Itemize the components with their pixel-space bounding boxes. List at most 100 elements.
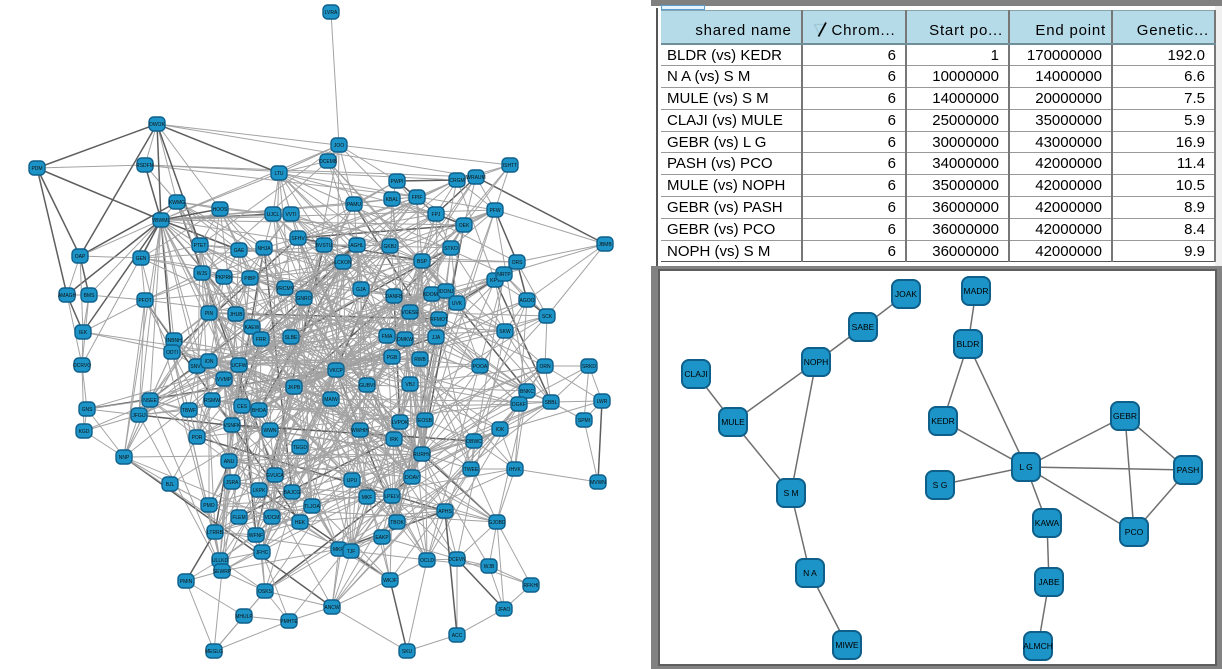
svg-text:OBWC: OBWC	[466, 439, 482, 445]
svg-text:EAKP: EAKP	[375, 535, 389, 541]
svg-text:GKBJ: GKBJ	[383, 244, 397, 250]
svg-text:UPU: UPU	[347, 478, 358, 484]
svg-text:MEGLG: MEGLG	[205, 649, 223, 655]
svg-text:UVK: UVK	[452, 301, 463, 307]
svg-text:BMS: BMS	[84, 293, 96, 299]
svg-text:TLJOA: TLJOA	[304, 504, 320, 510]
svg-text:SABE: SABE	[852, 322, 875, 332]
svg-text:NSEE: NSEE	[143, 398, 157, 404]
svg-text:RSDFM: RSDFM	[136, 163, 154, 169]
svg-text:WJS: WJS	[197, 271, 208, 277]
svg-text:AGHL: AGHL	[350, 243, 364, 249]
svg-text:RURHV: RURHV	[413, 452, 431, 458]
svg-text:PMIN: PMIN	[180, 579, 193, 585]
svg-text:KBAL: KBAL	[386, 197, 399, 203]
svg-text:RFKHI: RFKHI	[524, 583, 539, 589]
svg-text:VVTI: VVTI	[285, 212, 296, 218]
svg-text:SNVT: SNVT	[190, 364, 203, 370]
svg-text:WRAUM: WRAUM	[466, 175, 485, 181]
svg-text:GVUCA: GVUCA	[266, 473, 284, 479]
svg-text:PCO: PCO	[1125, 527, 1144, 537]
svg-text:SBBL: SBBL	[545, 400, 558, 406]
svg-text:DWOK: DWOK	[149, 122, 165, 128]
svg-text:WWHIH: WWHIH	[351, 428, 369, 434]
svg-text:OCEMB: OCEMB	[319, 159, 338, 165]
svg-text:JBMB: JBMB	[598, 242, 612, 248]
svg-text:BVSTU: BVSTU	[316, 243, 333, 249]
svg-text:BNKC: BNKC	[520, 389, 534, 395]
svg-text:NHJA: NHJA	[257, 246, 271, 252]
svg-text:DOAV: DOAV	[405, 475, 419, 481]
svg-text:JFHC: JFHC	[256, 550, 269, 556]
svg-text:BHOA: BHOA	[252, 408, 267, 414]
svg-text:BSP: BSP	[417, 259, 428, 265]
svg-text:WFNF: WFNF	[249, 533, 263, 539]
svg-text:JFAO: JFAO	[498, 607, 511, 613]
svg-text:FMA: FMA	[382, 334, 393, 340]
svg-text:RSMW: RSMW	[204, 398, 220, 404]
svg-text:FPIF: FPIF	[412, 195, 423, 201]
svg-text:DANFB: DANFB	[386, 294, 404, 300]
svg-text:MULE: MULE	[721, 417, 745, 427]
svg-text:RWB: RWB	[414, 357, 426, 363]
svg-text:LVRA: LVRA	[325, 10, 338, 16]
svg-text:ODTI: ODTI	[166, 350, 178, 356]
svg-text:LVPOK: LVPOK	[392, 420, 409, 426]
svg-text:JSRA: JSRA	[226, 480, 239, 486]
svg-text:CES: CES	[237, 404, 248, 410]
svg-text:BLDR: BLDR	[957, 339, 980, 349]
svg-text:FRR: FRR	[256, 337, 267, 343]
svg-text:SKU: SKU	[402, 649, 413, 655]
svg-text:LKPK: LKPK	[253, 488, 266, 494]
svg-text:WJB: WJB	[484, 564, 495, 570]
svg-text:TJF: TJF	[347, 549, 356, 555]
svg-text:KDOMB: KDOMB	[423, 292, 442, 298]
svg-text:PIBP: PIBP	[244, 276, 256, 282]
svg-text:ION: ION	[205, 359, 214, 365]
svg-text:DGKF: DGKF	[512, 402, 526, 408]
svg-text:JOO: JOO	[334, 143, 344, 149]
svg-text:UCFW: UCFW	[232, 363, 247, 369]
svg-text:KPT: KPT	[490, 278, 500, 284]
svg-text:DCEVN: DCEVN	[448, 557, 466, 563]
svg-text:GNRO: GNRO	[297, 296, 312, 302]
svg-text:VSNFK: VSNFK	[224, 423, 241, 429]
svg-text:STKO: STKO	[444, 246, 458, 252]
svg-text:GJOBD: GJOBD	[488, 520, 506, 526]
svg-text:GAE: GAE	[234, 248, 245, 254]
svg-text:OCLD: OCLD	[420, 558, 434, 564]
svg-text:NNP: NNP	[119, 455, 130, 461]
svg-text:TWEE: TWEE	[464, 467, 479, 473]
svg-text:NRTP: NRTP	[497, 272, 511, 278]
svg-text:NOPH: NOPH	[804, 357, 829, 367]
svg-text:PKPRK: PKPRK	[216, 275, 234, 281]
svg-text:S M: S M	[783, 488, 798, 498]
svg-text:CRGM: CRGM	[449, 178, 464, 184]
svg-text:PASH: PASH	[1177, 465, 1200, 475]
svg-text:JFGIJ: JFGIJ	[132, 413, 146, 419]
svg-text:JJA: JJA	[432, 335, 441, 341]
svg-text:IEK: IEK	[79, 330, 88, 336]
svg-text:EOSB: EOSB	[418, 418, 433, 424]
svg-text:HEK: HEK	[295, 520, 306, 526]
svg-text:RFMOT: RFMOT	[430, 317, 448, 323]
svg-text:PTET: PTET	[194, 243, 207, 249]
svg-text:JABE: JABE	[1038, 577, 1060, 587]
svg-text:FPJ: FPJ	[432, 212, 441, 218]
svg-text:IRK: IRK	[390, 437, 399, 443]
svg-text:ANU: ANU	[224, 459, 235, 465]
svg-text:ANCW: ANCW	[324, 605, 340, 611]
svg-text:SKW: SKW	[499, 329, 511, 335]
svg-text:TBWF: TBWF	[182, 408, 196, 414]
svg-text:UJCL: UJCL	[267, 212, 280, 218]
svg-text:CLAJI: CLAJI	[684, 369, 707, 379]
svg-text:OEK: OEK	[459, 223, 470, 229]
svg-text:VVMP: VVMP	[217, 377, 232, 383]
svg-text:DMKW: DMKW	[397, 337, 413, 343]
svg-text:MKF: MKF	[362, 495, 373, 501]
svg-text:VOESE: VOESE	[401, 310, 419, 316]
svg-text:JOAK: JOAK	[895, 289, 918, 299]
svg-text:TBOK: TBOK	[390, 520, 404, 526]
svg-text:HOOS: HOOS	[213, 207, 228, 213]
svg-text:ORN: ORN	[539, 364, 551, 370]
